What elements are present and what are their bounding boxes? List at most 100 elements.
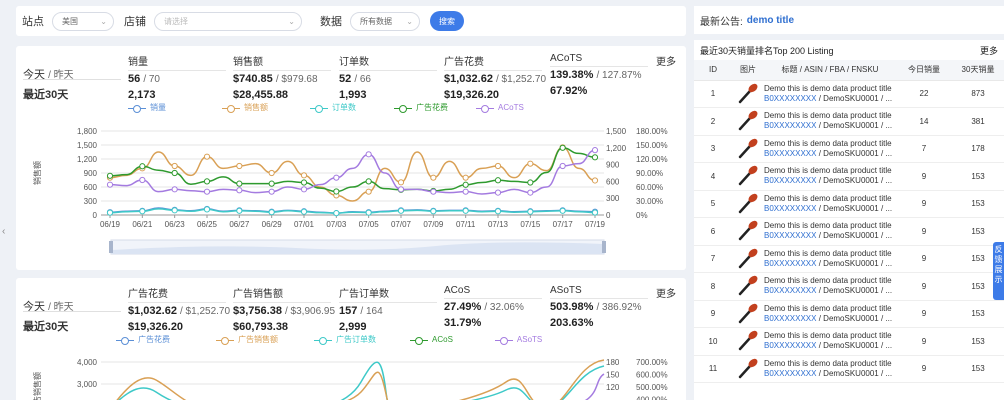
metric-yesterday: / $3,906.95: [285, 306, 336, 317]
legend-item[interactable]: 广告花费: [394, 102, 448, 113]
sales-overview-panel: 今天 / 昨天 最近30天 销量 56 / 70 2,173 销售额 $740.…: [16, 46, 686, 270]
ranking-more-link[interactable]: 更多: [979, 45, 998, 56]
data-select[interactable]: 所有数据 ⌄: [350, 11, 420, 31]
asin-link[interactable]: B0XXXXXXXX: [764, 368, 817, 378]
brush-product-icon: [738, 138, 758, 158]
product-thumbnail[interactable]: [732, 300, 764, 328]
product-title[interactable]: Demo this is demo data product title: [764, 138, 892, 148]
product-thumbnail[interactable]: [732, 107, 764, 136]
more-link[interactable]: 更多: [656, 289, 676, 300]
data-point: [268, 209, 275, 216]
legend-item[interactable]: 广告订单数: [314, 334, 376, 345]
30d-sales: 153: [952, 217, 1004, 246]
site-select[interactable]: 美国 ⌄: [52, 11, 114, 31]
legend-item[interactable]: 销量: [128, 102, 166, 113]
table-row[interactable]: 2 Demo this is demo data product title B0X…: [694, 107, 1004, 136]
asin-link[interactable]: B0XXXXXXXX: [764, 231, 817, 241]
table-row[interactable]: 3 Demo this is demo data product title B0X…: [694, 135, 1004, 163]
table-row[interactable]: 8 Demo this is demo data product title B0X…: [694, 272, 1004, 301]
y-tick-right2: 500.00%: [636, 383, 668, 392]
product-thumbnail[interactable]: [732, 245, 764, 273]
product-thumbnail[interactable]: [732, 355, 764, 383]
feedback-side-tab[interactable]: 反馈展示: [993, 242, 1004, 300]
data-point: [268, 180, 275, 187]
metric-ad-orders: 广告订单数 157 / 164 2,999: [339, 285, 437, 333]
table-row[interactable]: 7 Demo this is demo data product title B0X…: [694, 245, 1004, 273]
product-title-cell: Demo this is demo data product title B0XX…: [764, 162, 896, 191]
chevron-down-icon: ⌄: [288, 16, 295, 26]
asin-link[interactable]: B0XXXXXXXX: [764, 258, 817, 268]
table-row[interactable]: 4 Demo this is demo data product title B0X…: [694, 162, 1004, 191]
product-thumbnail[interactable]: [732, 272, 764, 301]
y-tick-right2: 0%: [636, 211, 648, 220]
product-title[interactable]: Demo this is demo data product title: [764, 193, 892, 203]
y-tick-right: 900: [606, 161, 620, 170]
table-row[interactable]: 1 Demo this is demo data product title B0X…: [694, 80, 1004, 108]
table-row[interactable]: 10 Demo this is demo data product title B0…: [694, 327, 1004, 356]
shop-select[interactable]: 请选择 ⌄: [154, 11, 302, 31]
product-thumbnail[interactable]: [732, 190, 764, 218]
product-thumbnail[interactable]: [732, 327, 764, 356]
data-point: [462, 207, 469, 214]
product-title[interactable]: Demo this is demo data product title: [764, 303, 892, 313]
legend-label: ASoTS: [516, 335, 543, 344]
asin-link[interactable]: B0XXXXXXXX: [764, 176, 817, 186]
site-label: 站点: [22, 16, 44, 28]
announcement-link[interactable]: demo title: [746, 14, 795, 26]
product-title[interactable]: Demo this is demo data product title: [764, 111, 892, 121]
table-row[interactable]: 5 Demo this is demo data product title B0X…: [694, 190, 1004, 218]
product-title[interactable]: Demo this is demo data product title: [764, 331, 892, 341]
col-30d-sales[interactable]: 30天销量: [952, 60, 1004, 81]
y-tick-right2: 120.00%: [636, 155, 668, 164]
data-point: [527, 208, 534, 215]
today-label: 今天: [23, 301, 45, 313]
search-button[interactable]: 搜索: [430, 11, 464, 31]
col-image: 图片: [732, 60, 764, 81]
product-title[interactable]: Demo this is demo data product title: [764, 276, 892, 286]
asin-link[interactable]: B0XXXXXXXX: [764, 341, 817, 351]
table-row[interactable]: 6 Demo this is demo data product title B0X…: [694, 217, 1004, 246]
product-title[interactable]: Demo this is demo data product title: [764, 83, 892, 93]
ranking-panel: 最近30天销量排名Top 200 Listing 更多 ID 图片 标题 / A…: [694, 40, 1004, 400]
product-thumbnail[interactable]: [732, 135, 764, 163]
metric-yesterday: / 386.92%: [596, 302, 642, 313]
metric-today: $3,756.38: [233, 305, 282, 317]
asin-link[interactable]: B0XXXXXXXX: [764, 203, 817, 213]
product-thumbnail[interactable]: [732, 80, 764, 108]
collapse-left-icon[interactable]: ‹: [2, 226, 6, 237]
product-title[interactable]: Demo this is demo data product title: [764, 248, 892, 258]
metric-ad-spend: 广告花费 $1,032.62 / $1,252.70 $19,326.20: [128, 285, 230, 333]
product-title[interactable]: Demo this is demo data product title: [764, 166, 892, 176]
col-today-sales[interactable]: 今日销量: [896, 60, 952, 81]
brush-product-icon: [738, 221, 758, 241]
asin-link[interactable]: B0XXXXXXXX: [764, 313, 817, 323]
metric-name: 广告花费: [128, 289, 168, 300]
data-point: [333, 210, 340, 217]
product-thumbnail[interactable]: [732, 217, 764, 246]
legend-item[interactable]: 销售额: [222, 102, 268, 113]
asin-link[interactable]: B0XXXXXXXX: [764, 121, 817, 131]
legend-item[interactable]: ACoTS: [476, 102, 524, 113]
legend-label: 销量: [150, 103, 166, 112]
legend-label: 广告花费: [138, 335, 170, 344]
table-row[interactable]: 11 Demo this is demo data product title B0…: [694, 355, 1004, 383]
y-tick-right2: 150.00%: [636, 141, 668, 150]
y-tick-right: 600: [606, 177, 620, 186]
asin-link[interactable]: B0XXXXXXXX: [764, 148, 817, 158]
legend-item[interactable]: ACoS: [410, 334, 453, 345]
data-point: [333, 174, 340, 181]
legend-item[interactable]: ASoTS: [494, 334, 543, 345]
legend-item[interactable]: 订单数: [310, 102, 356, 113]
col-id[interactable]: ID: [694, 60, 732, 81]
product-thumbnail[interactable]: [732, 162, 764, 191]
metric-yesterday: / $979.68: [275, 74, 318, 85]
data-point: [462, 181, 469, 188]
more-link[interactable]: 更多: [656, 57, 676, 68]
legend-item[interactable]: 广告花费: [116, 334, 170, 345]
legend-item[interactable]: 广告销售额: [216, 334, 278, 345]
product-title[interactable]: Demo this is demo data product title: [764, 221, 892, 231]
table-row[interactable]: 9 Demo this is demo data product title B0X…: [694, 300, 1004, 328]
product-title[interactable]: Demo this is demo data product title: [764, 358, 892, 368]
asin-link[interactable]: B0XXXXXXXX: [764, 286, 817, 296]
asin-link[interactable]: B0XXXXXXXX: [764, 93, 817, 103]
